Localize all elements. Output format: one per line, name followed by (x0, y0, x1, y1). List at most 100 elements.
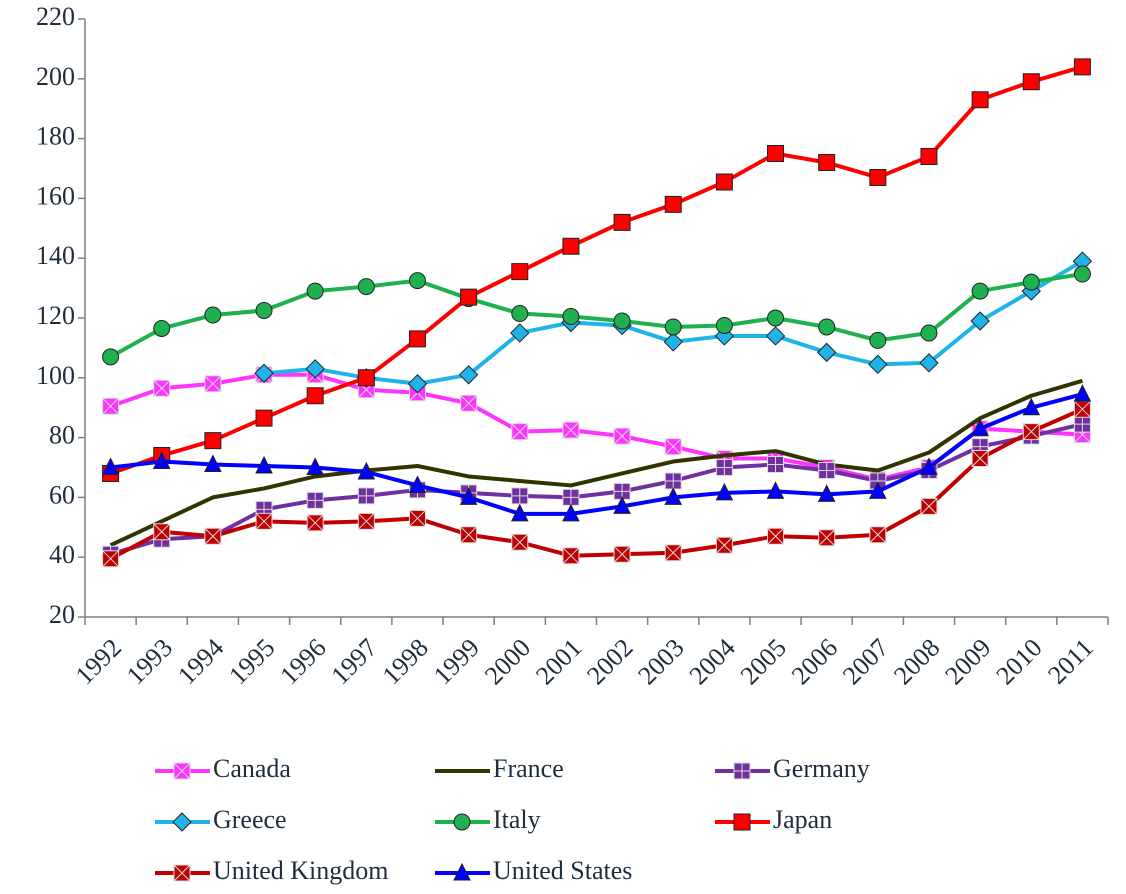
point (971, 91, 989, 109)
point (357, 278, 375, 296)
series (109, 378, 1083, 548)
point (204, 527, 222, 545)
point (408, 272, 426, 290)
point (920, 497, 938, 515)
point (1022, 397, 1041, 416)
point (663, 332, 683, 352)
legend-item: France (435, 754, 564, 783)
point (102, 397, 120, 415)
legend-item: United Kingdom (155, 856, 389, 885)
point (613, 545, 631, 563)
point (306, 514, 324, 532)
y-tick-label: 40 (49, 540, 75, 569)
point (869, 481, 887, 499)
legend-label: Japan (773, 805, 832, 834)
point (869, 526, 887, 544)
y-tick-label: 60 (49, 480, 75, 509)
point (613, 213, 631, 231)
point (460, 288, 478, 306)
line (109, 64, 1083, 476)
point (254, 363, 274, 384)
y-tick-label: 20 (49, 600, 75, 629)
x-tick-label: 1999 (428, 633, 485, 690)
point (868, 354, 888, 375)
point (305, 359, 325, 379)
point (102, 550, 120, 568)
point (511, 263, 529, 281)
point (1073, 265, 1091, 283)
series (101, 384, 1092, 522)
x-tick-label: 2003 (632, 633, 689, 690)
y-tick-label: 140 (36, 241, 75, 270)
point (562, 421, 580, 439)
point (818, 318, 836, 336)
point (204, 454, 222, 473)
point (153, 319, 171, 337)
point (920, 324, 938, 342)
x-tick-label: 2009 (939, 633, 996, 690)
point (453, 813, 471, 831)
point (664, 318, 682, 336)
line (110, 392, 1083, 516)
x-tick-label: 2007 (837, 633, 894, 690)
point (153, 523, 171, 541)
point (1073, 58, 1091, 76)
x-tick-label: 1995 (223, 633, 280, 690)
y-tick-label: 100 (36, 361, 75, 390)
point (818, 461, 836, 479)
point (733, 813, 751, 831)
x-tick-label: 2000 (479, 633, 536, 690)
point (767, 456, 785, 474)
point (306, 457, 324, 475)
point (173, 762, 191, 780)
point (153, 379, 171, 397)
point (971, 450, 989, 468)
point (766, 481, 785, 499)
point (255, 512, 273, 530)
x-tick-label: 2004 (684, 633, 741, 690)
line (109, 378, 1083, 548)
point (971, 418, 989, 437)
point (733, 762, 751, 780)
point (818, 154, 836, 172)
point (664, 195, 682, 213)
point (1022, 423, 1040, 441)
legend-item: Germany (715, 754, 870, 783)
point (613, 496, 631, 514)
point (562, 488, 580, 506)
point (306, 491, 324, 509)
point (869, 331, 887, 349)
line (109, 272, 1083, 359)
x-tick-label: 1996 (274, 633, 331, 690)
x-tick-label: 2008 (888, 633, 945, 690)
point (919, 353, 939, 373)
x-tick-label: 2005 (735, 633, 792, 690)
series (102, 366, 1091, 488)
point (511, 533, 529, 551)
point (459, 487, 478, 505)
point (1073, 415, 1091, 433)
point (408, 475, 427, 493)
point (204, 432, 222, 450)
point (869, 168, 887, 186)
x-tick-label: 1994 (172, 633, 229, 690)
point (818, 529, 836, 547)
point (357, 461, 376, 480)
point (306, 387, 324, 405)
point (172, 812, 192, 832)
point (715, 459, 733, 476)
point (408, 330, 426, 348)
point (407, 374, 428, 394)
y-tick-label: 220 (36, 2, 75, 31)
point (562, 547, 580, 565)
x-tick-label: 2002 (581, 633, 638, 690)
point (715, 316, 733, 334)
point (204, 306, 222, 324)
point (562, 308, 580, 326)
x-tick-label: 1993 (121, 633, 178, 690)
point (613, 312, 631, 330)
legend-label: United States (493, 856, 632, 885)
point (458, 365, 479, 385)
point (255, 455, 273, 474)
